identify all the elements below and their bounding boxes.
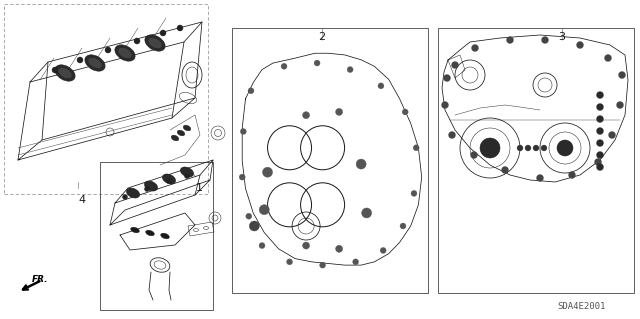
Ellipse shape: [183, 125, 191, 131]
Circle shape: [319, 262, 326, 268]
Circle shape: [596, 139, 604, 146]
Ellipse shape: [146, 230, 154, 236]
Circle shape: [442, 101, 449, 108]
Circle shape: [596, 128, 604, 135]
Ellipse shape: [126, 188, 140, 198]
Circle shape: [177, 25, 183, 31]
Circle shape: [77, 57, 83, 63]
Circle shape: [335, 245, 342, 252]
Ellipse shape: [115, 45, 135, 61]
Circle shape: [609, 131, 616, 138]
Circle shape: [184, 174, 189, 179]
Text: 3: 3: [559, 32, 566, 42]
Circle shape: [246, 213, 252, 219]
Circle shape: [250, 221, 259, 231]
Circle shape: [145, 187, 150, 191]
Circle shape: [240, 129, 246, 135]
Circle shape: [362, 208, 372, 218]
Circle shape: [122, 195, 127, 199]
Circle shape: [303, 242, 310, 249]
Circle shape: [596, 164, 604, 170]
Circle shape: [506, 36, 513, 43]
Circle shape: [287, 259, 292, 265]
Circle shape: [480, 138, 500, 158]
Circle shape: [449, 131, 456, 138]
Ellipse shape: [85, 55, 105, 71]
Circle shape: [248, 88, 254, 94]
Circle shape: [616, 101, 623, 108]
Bar: [232, 28, 428, 293]
Circle shape: [502, 167, 509, 174]
Circle shape: [413, 145, 419, 151]
Ellipse shape: [148, 38, 161, 48]
Circle shape: [160, 30, 166, 36]
Circle shape: [402, 109, 408, 115]
Circle shape: [259, 205, 269, 215]
Circle shape: [444, 75, 451, 81]
Circle shape: [577, 41, 584, 48]
Text: FR.: FR.: [32, 275, 48, 284]
Circle shape: [541, 36, 548, 43]
Circle shape: [134, 38, 140, 44]
Text: 1: 1: [196, 183, 203, 193]
Circle shape: [303, 112, 310, 119]
Circle shape: [259, 242, 265, 249]
Circle shape: [356, 159, 366, 169]
Circle shape: [525, 145, 531, 151]
Circle shape: [596, 115, 604, 122]
Bar: [4, 4, 208, 194]
Circle shape: [596, 152, 604, 159]
Text: 2: 2: [319, 32, 326, 42]
Circle shape: [239, 174, 245, 180]
Circle shape: [281, 63, 287, 69]
Ellipse shape: [180, 167, 194, 177]
Circle shape: [605, 55, 611, 62]
Circle shape: [557, 140, 573, 156]
Circle shape: [400, 223, 406, 229]
Bar: [438, 28, 634, 293]
Circle shape: [105, 47, 111, 53]
Ellipse shape: [118, 48, 131, 58]
Circle shape: [52, 67, 58, 73]
Ellipse shape: [145, 181, 157, 191]
Circle shape: [353, 259, 358, 265]
Circle shape: [596, 103, 604, 110]
Ellipse shape: [163, 174, 175, 184]
Circle shape: [451, 62, 458, 69]
Ellipse shape: [177, 130, 185, 136]
Circle shape: [618, 71, 625, 78]
Circle shape: [347, 67, 353, 72]
Circle shape: [568, 172, 575, 179]
Circle shape: [536, 174, 543, 182]
Circle shape: [262, 167, 273, 177]
Circle shape: [314, 60, 320, 66]
Ellipse shape: [88, 58, 101, 68]
Ellipse shape: [161, 233, 170, 239]
Circle shape: [472, 44, 479, 51]
Circle shape: [166, 179, 172, 183]
Bar: [100, 162, 213, 310]
Circle shape: [517, 145, 523, 151]
Ellipse shape: [145, 35, 165, 51]
Text: SDA4E2001: SDA4E2001: [558, 302, 606, 311]
Circle shape: [595, 159, 602, 166]
Circle shape: [470, 152, 477, 159]
Circle shape: [411, 190, 417, 197]
Circle shape: [541, 145, 547, 151]
Ellipse shape: [172, 135, 179, 141]
Circle shape: [533, 145, 539, 151]
Ellipse shape: [59, 68, 72, 78]
Ellipse shape: [131, 227, 140, 233]
Text: 4: 4: [78, 195, 85, 205]
Circle shape: [380, 248, 386, 253]
Ellipse shape: [55, 65, 75, 81]
Circle shape: [335, 108, 342, 115]
Circle shape: [596, 92, 604, 99]
Circle shape: [378, 83, 384, 89]
